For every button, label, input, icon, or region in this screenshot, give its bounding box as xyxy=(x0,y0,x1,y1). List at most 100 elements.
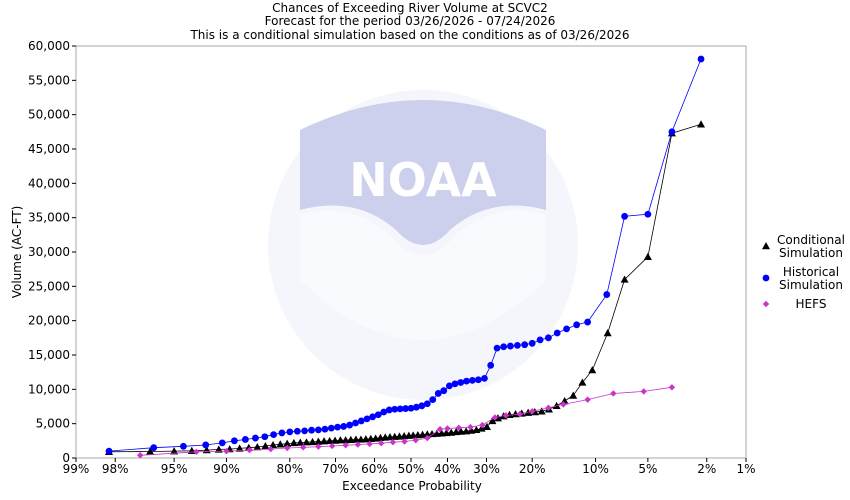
data-point xyxy=(528,339,536,347)
data-point xyxy=(603,329,612,337)
data-point xyxy=(391,405,399,413)
data-point xyxy=(479,421,486,429)
data-point xyxy=(553,329,561,337)
data-point xyxy=(457,379,465,386)
data-point xyxy=(346,421,354,429)
x-tick-label: 70% xyxy=(322,462,349,476)
data-point xyxy=(380,408,388,416)
x-tick-label: 40% xyxy=(434,462,461,476)
x-tick-label: 80% xyxy=(276,462,303,476)
data-point xyxy=(491,414,499,421)
chart-title: Chances of Exceeding River Volume at SCV… xyxy=(189,1,629,42)
data-point xyxy=(284,444,291,452)
data-point xyxy=(467,423,474,431)
data-point xyxy=(170,447,179,455)
x-tick-label: 20% xyxy=(519,462,546,476)
data-point xyxy=(697,55,705,63)
legend-label: Simulation xyxy=(779,278,843,292)
y-tick-label: 50,000 xyxy=(28,108,70,122)
data-point xyxy=(301,427,309,435)
data-point xyxy=(563,325,570,333)
data-point xyxy=(267,445,274,453)
data-point xyxy=(516,410,523,418)
noaa-watermark: NOAA xyxy=(268,90,578,400)
data-point xyxy=(246,446,253,454)
data-point xyxy=(511,410,520,418)
data-point xyxy=(434,390,442,397)
data-point xyxy=(218,439,226,447)
x-axis: 99% 98% 95% 90% 80% 70% 60% 50% 40% 30% 20% 10% 5% 2%… xyxy=(63,458,756,476)
data-point xyxy=(552,401,561,410)
y-axis-title: Volume (AC-FT) xyxy=(10,206,24,299)
data-point xyxy=(584,396,591,403)
y-tick-label: 10,000 xyxy=(28,382,70,396)
chart-title-line-1: Chances of Exceeding River Volume at SCV… xyxy=(272,1,548,15)
series-historical-simulation xyxy=(105,55,705,455)
watermark-disc xyxy=(268,90,578,400)
data-point xyxy=(528,408,536,415)
data-point xyxy=(202,441,210,449)
data-point xyxy=(468,377,476,384)
data-point xyxy=(644,210,652,218)
data-point xyxy=(481,374,488,382)
data-point xyxy=(366,440,373,448)
data-point xyxy=(363,415,371,423)
y-tick-label: 25,000 xyxy=(28,279,70,293)
y-axis: 0 5,000 10,000 15,000 20,000 25,000 30,000 35,0… xyxy=(28,39,76,465)
watermark-logo-text: NOAA xyxy=(349,153,497,207)
data-point xyxy=(253,443,262,451)
data-point xyxy=(369,413,377,421)
data-point xyxy=(283,439,292,447)
data-point xyxy=(488,416,497,425)
x-tick-label: 10% xyxy=(582,462,609,476)
data-point xyxy=(193,448,200,456)
data-point xyxy=(354,441,362,448)
data-point xyxy=(620,275,629,283)
data-point xyxy=(146,447,155,455)
data-point xyxy=(545,334,552,342)
data-point xyxy=(334,423,341,431)
y-tick-label: 60,000 xyxy=(28,39,70,53)
data-point xyxy=(507,342,514,350)
x-tick-label: 30% xyxy=(473,462,500,476)
data-point xyxy=(424,434,431,442)
legend-label: Conditional xyxy=(777,233,845,247)
watermark-wave xyxy=(300,210,546,340)
x-tick-label: 99% xyxy=(63,462,90,476)
data-point xyxy=(261,433,269,441)
data-point xyxy=(621,212,628,220)
data-point xyxy=(500,343,508,351)
data-point xyxy=(340,423,348,430)
data-point xyxy=(136,452,144,459)
data-point xyxy=(315,443,322,450)
y-tick-label: 40,000 xyxy=(28,176,70,190)
x-tick-label: 5% xyxy=(638,462,657,476)
legend-label: Simulation xyxy=(779,246,843,260)
x-tick-label: 50% xyxy=(398,462,425,476)
data-point xyxy=(584,318,592,326)
data-point xyxy=(487,361,495,369)
data-point xyxy=(412,436,419,444)
data-point xyxy=(276,440,285,448)
data-point xyxy=(513,341,521,349)
data-point xyxy=(643,252,652,261)
data-point xyxy=(423,400,431,408)
data-point xyxy=(308,426,315,434)
legend-label: Historical xyxy=(783,265,839,279)
x-tick-label: 98% xyxy=(102,462,129,476)
data-point xyxy=(377,440,385,447)
data-point xyxy=(445,382,453,390)
data-point xyxy=(610,390,617,397)
data-point xyxy=(668,384,676,391)
x-tick-label: 90% xyxy=(213,462,240,476)
data-point xyxy=(235,444,244,452)
data-point xyxy=(327,424,335,432)
data-point xyxy=(401,438,408,445)
y-tick-label: 30,000 xyxy=(28,245,70,259)
series-hefs xyxy=(136,384,676,459)
legend-marker xyxy=(762,274,770,282)
data-point xyxy=(302,438,311,446)
data-point xyxy=(325,436,334,445)
data-point xyxy=(436,425,444,433)
